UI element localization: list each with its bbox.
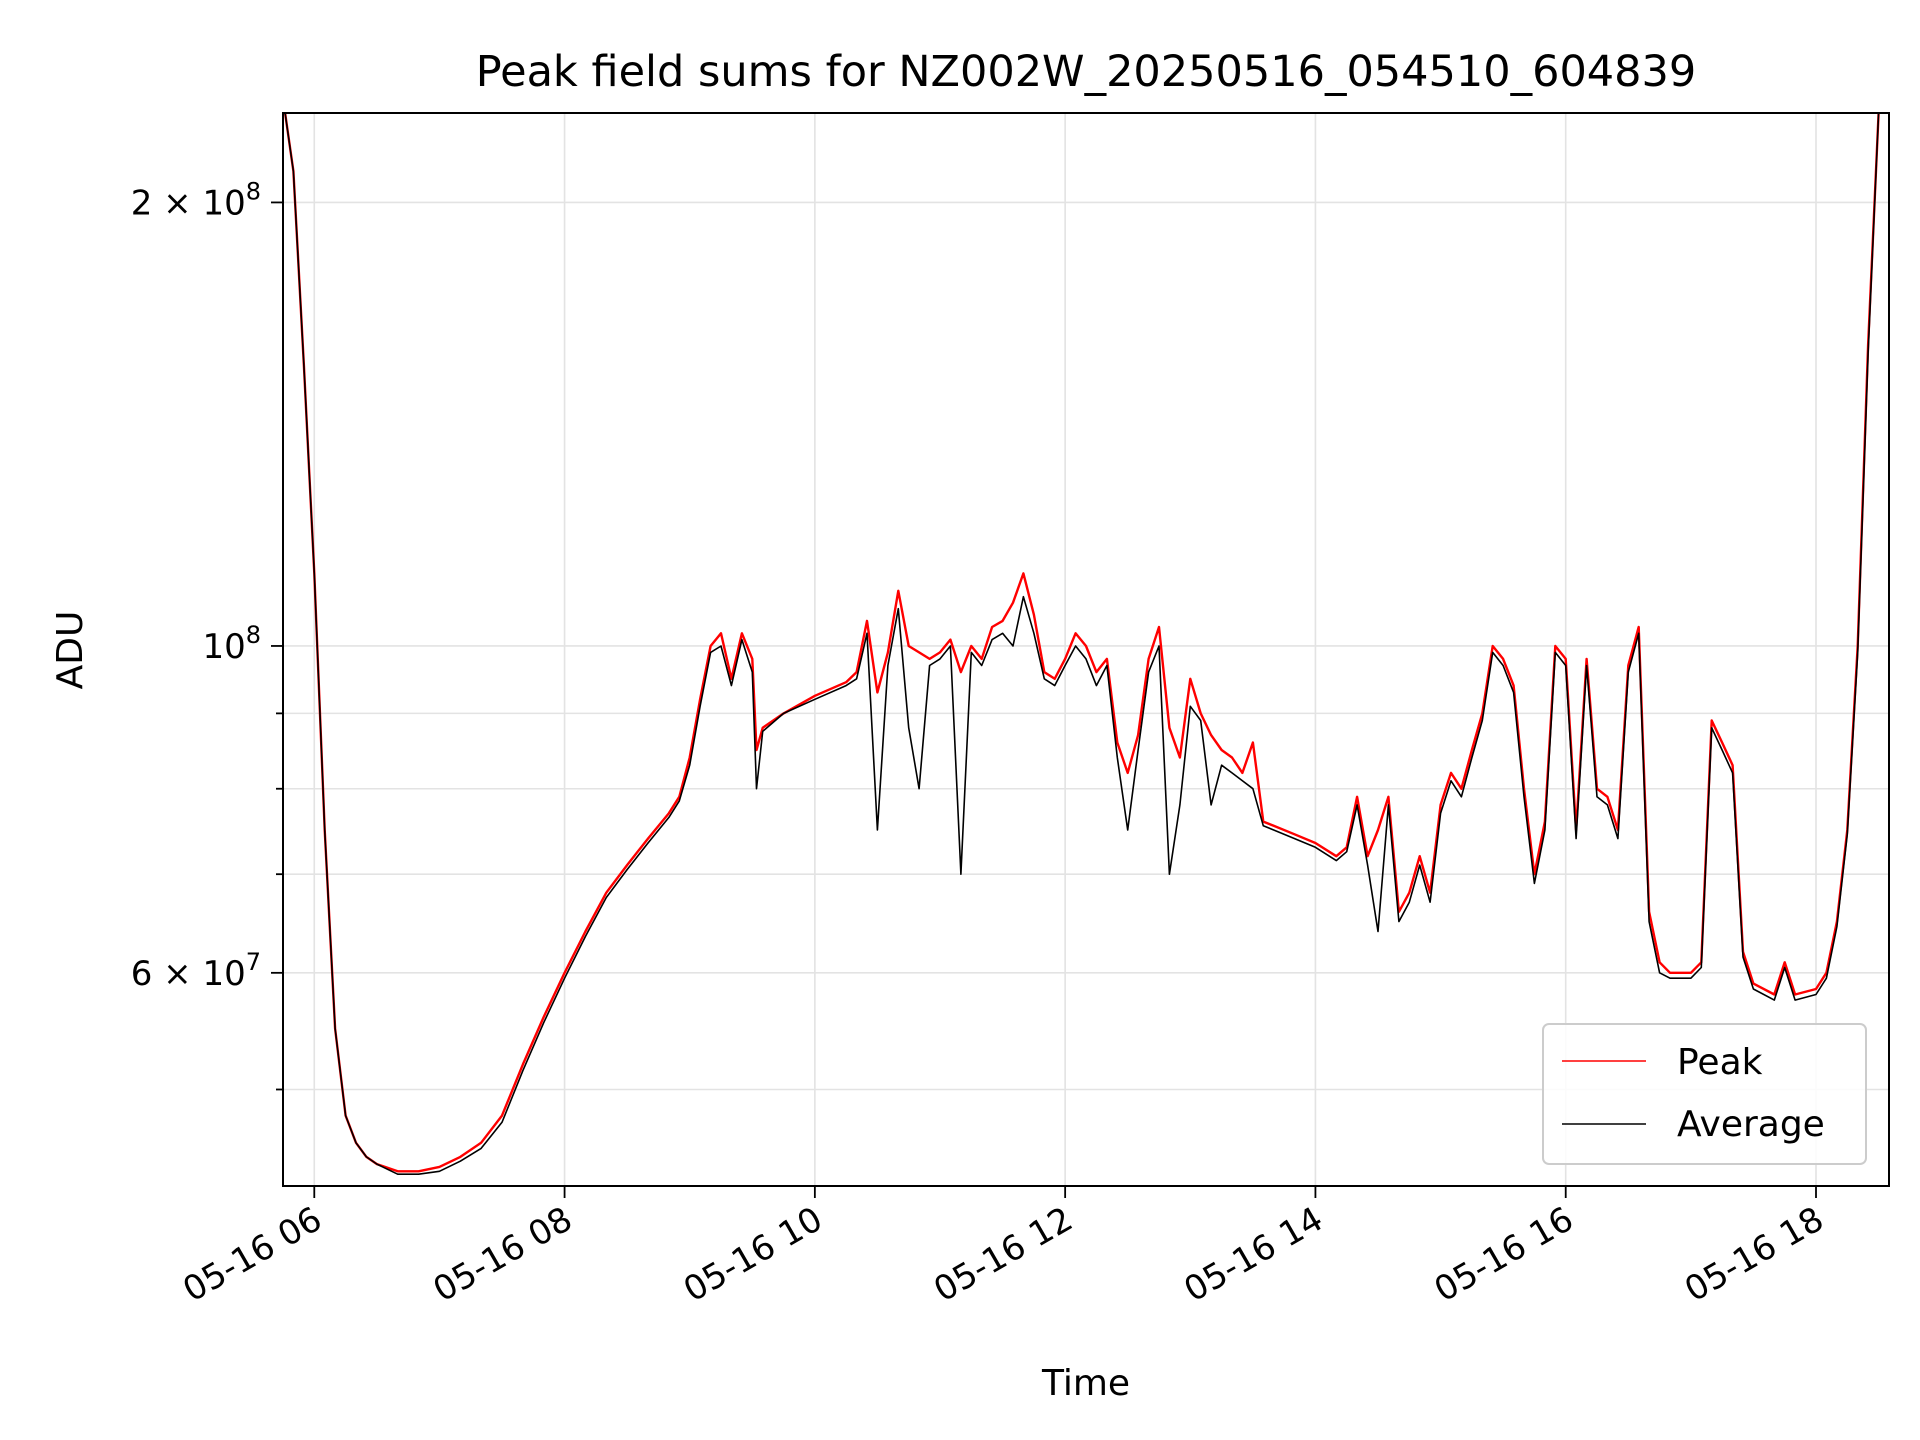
y-tick-label-exponent: 7 xyxy=(246,948,261,976)
legend-box xyxy=(1542,1023,1867,1165)
y-tick-label-base: 10 xyxy=(202,627,245,667)
chart-title: Peak field sums for NZ002W_20250516_0545… xyxy=(476,47,1697,97)
y-tick-label-exponent: 8 xyxy=(246,177,261,205)
legend-label-average: Average xyxy=(1677,1104,1825,1145)
series-layer xyxy=(283,113,1880,1175)
y-tick-label: 108 xyxy=(202,621,261,667)
y-tick-label: 2 × 108 xyxy=(131,177,261,223)
y-tick-label-base: 2 × 10 xyxy=(131,183,246,223)
plot-frame xyxy=(282,112,1890,1187)
y-tick-label-exponent: 8 xyxy=(246,621,261,649)
y-tick-label-base: 6 × 10 xyxy=(131,954,246,994)
legend-label-peak: Peak xyxy=(1677,1042,1763,1083)
series-line-average xyxy=(284,113,1880,1175)
legend: Peak Average xyxy=(1542,1023,1867,1165)
y-tick-label: 6 × 107 xyxy=(131,948,261,994)
y-axis-label: ADU xyxy=(50,611,91,690)
x-axis-label: Time xyxy=(1041,1363,1130,1404)
